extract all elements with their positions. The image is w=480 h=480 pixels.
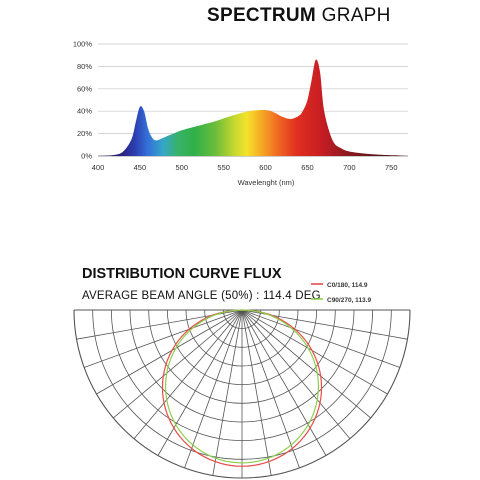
polar-spoke bbox=[241, 309, 388, 395]
spectrum-title-light: GRAPH bbox=[321, 5, 391, 26]
y-tick-label: 20% bbox=[77, 129, 92, 138]
polar-curves bbox=[161, 309, 323, 467]
polar-legend: C0/180, 114.9 C90/270, 113.9 bbox=[311, 282, 371, 304]
y-tick-label: 60% bbox=[77, 84, 92, 93]
spectrum-ticks: 0% 20% 40% 60% 80% 100% 400 450 500 550 600 650 700 7… bbox=[73, 40, 398, 173]
polar-spoke bbox=[241, 309, 371, 419]
spectrum-chart: 0% 20% 40% 60% 80% 100% 400 450 500 550 600 650 700 7… bbox=[73, 40, 408, 187]
polar-spoke bbox=[241, 309, 351, 439]
x-tick-label: 750 bbox=[385, 163, 398, 172]
x-tick-label: 700 bbox=[343, 163, 356, 172]
polar-spoke bbox=[241, 309, 300, 469]
polar-spoke bbox=[96, 309, 243, 395]
y-tick-label: 0% bbox=[81, 152, 92, 161]
x-tick-label: 650 bbox=[301, 163, 314, 172]
polar-grid bbox=[73, 309, 411, 479]
x-tick-label: 500 bbox=[176, 163, 189, 172]
y-tick-label: 40% bbox=[77, 107, 92, 116]
beam-angle-text: AVERAGE BEAM ANGLE (50%) : 114.4 DEG bbox=[82, 290, 321, 302]
x-tick-label: 600 bbox=[259, 163, 272, 172]
spectrum-title: SPECTRUM GRAPH bbox=[207, 5, 391, 27]
polar-spoke bbox=[212, 309, 243, 476]
x-axis-label: Wavelenght (nm) bbox=[238, 178, 295, 187]
x-tick-label: 400 bbox=[92, 163, 105, 172]
spectrum-title-bold: SPECTRUM bbox=[207, 5, 317, 26]
curve-c0-180 bbox=[161, 309, 323, 467]
curve-c90-270 bbox=[165, 309, 319, 464]
spectrum-area bbox=[98, 59, 408, 157]
flux-title: DISTRIBUTION CURVE FLUX bbox=[82, 266, 282, 282]
polar-spoke bbox=[157, 309, 243, 456]
polar-spoke bbox=[241, 309, 272, 476]
x-tick-label: 550 bbox=[217, 163, 230, 172]
legend-label-c90: C90/270, 113.9 bbox=[327, 297, 371, 304]
x-tick-label: 450 bbox=[134, 163, 147, 172]
polar-spoke bbox=[83, 309, 243, 368]
polar-spoke bbox=[113, 309, 243, 419]
y-tick-label: 100% bbox=[73, 40, 93, 49]
polar-spoke bbox=[241, 309, 327, 456]
y-tick-label: 80% bbox=[77, 62, 92, 71]
polar-spoke bbox=[184, 309, 243, 469]
legend-label-c0: C0/180, 114.9 bbox=[327, 282, 368, 289]
polar-spoke bbox=[133, 309, 243, 439]
polar-spoke bbox=[241, 309, 401, 368]
